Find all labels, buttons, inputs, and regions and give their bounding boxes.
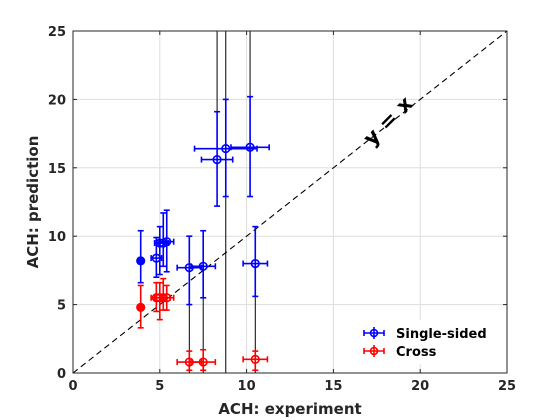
legend-marker: [369, 346, 379, 356]
legend-label: Cross: [396, 345, 437, 360]
legend-label: Single-sided: [396, 327, 487, 342]
y-tick-label: 10: [48, 230, 66, 245]
data-point: [198, 261, 208, 271]
data-point: [245, 142, 255, 152]
series-cross: [136, 277, 269, 372]
y-tick-label: 15: [48, 162, 66, 177]
data-point: [162, 237, 172, 247]
y-tick-label: 0: [57, 367, 66, 382]
data-point: [198, 357, 208, 367]
y-tick-label: 5: [57, 299, 66, 314]
data-point: [184, 263, 194, 273]
reference-line: [72, 30, 508, 374]
x-tick-label: 20: [411, 379, 429, 394]
data-point: [136, 256, 146, 266]
data-point: [212, 154, 222, 165]
ticks: 0 5 10 15 20 25 0 5 10 15 20 25: [48, 25, 516, 394]
plot-frame: [72, 30, 508, 374]
y-tick-label: 20: [48, 93, 66, 108]
data-point: [250, 258, 260, 269]
x-tick-label: 15: [324, 379, 342, 394]
y-axis-title: ACH: prediction: [24, 136, 42, 269]
legend-box: [358, 320, 500, 364]
series-single-sided: [136, 95, 270, 306]
y-tick-label: 25: [48, 25, 66, 40]
data-point: [162, 293, 172, 303]
legend-items: Single-sided Cross: [363, 327, 487, 360]
x-tick-label: 0: [68, 379, 77, 394]
legend: Single-sided Cross: [358, 320, 500, 364]
x-axis-title: ACH: experiment: [218, 400, 361, 418]
data-point: [136, 302, 146, 312]
data-points: [136, 95, 270, 372]
x-tick-label: 10: [238, 379, 256, 394]
data-point: [250, 354, 260, 364]
x-tick-label: 25: [498, 379, 516, 394]
legend-marker: [369, 328, 379, 338]
x-tick-label: 5: [155, 379, 164, 394]
data-point: [221, 144, 231, 154]
reference-line-group: [72, 30, 508, 374]
